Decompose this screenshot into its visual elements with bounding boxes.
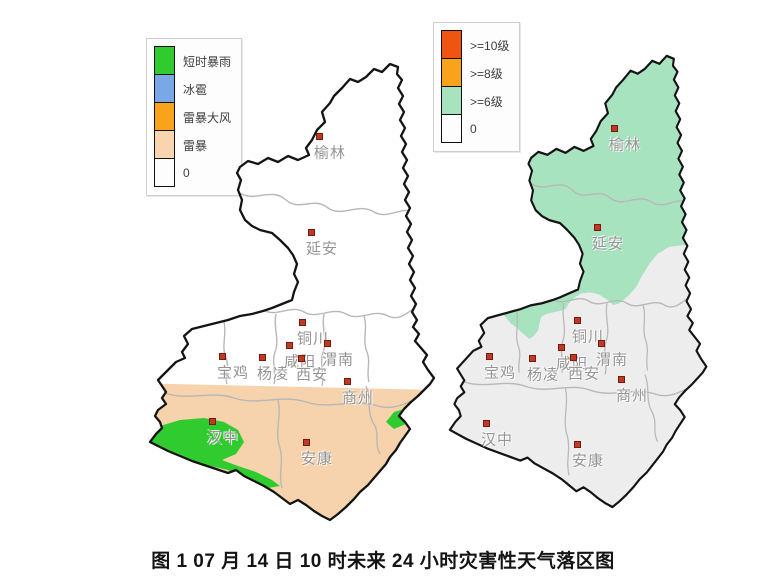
city-marker-icon bbox=[618, 376, 625, 383]
city-marker-icon bbox=[611, 125, 618, 132]
prefecture-borders bbox=[460, 181, 697, 476]
legend-item: >=6级 bbox=[441, 86, 509, 115]
city-marker-icon bbox=[486, 353, 493, 360]
city-marker-icon bbox=[219, 353, 226, 360]
city-marker-icon bbox=[316, 133, 323, 140]
map-wind-levels: 榆林 延安 铜川 渭南 宝鸡 bbox=[430, 44, 710, 514]
legend-item: 雷暴 bbox=[154, 130, 231, 159]
legend-item: 0 bbox=[154, 158, 231, 187]
city-label: 榆林 bbox=[313, 144, 347, 162]
city-label: 渭南 bbox=[595, 351, 629, 369]
province-map-svg bbox=[148, 62, 436, 522]
city-marker-icon bbox=[598, 340, 605, 347]
map-weather-types: 榆林 延安 铜川 渭南 宝鸡 bbox=[128, 52, 438, 527]
city-label: 渭南 bbox=[321, 351, 355, 369]
legend-wind-levels: >=10级 >=8级 >=6级 0 bbox=[433, 22, 521, 152]
city-label: 杨凌 bbox=[526, 366, 560, 384]
province-map-svg bbox=[448, 54, 708, 509]
legend-item-label: 雷暴 bbox=[183, 138, 208, 153]
city-marker-icon bbox=[299, 319, 306, 326]
city-label: 汉中 bbox=[206, 429, 240, 447]
legend-item: >=10级 bbox=[441, 30, 510, 59]
city-marker-icon bbox=[574, 317, 581, 324]
legend-item-label: >=10级 bbox=[470, 38, 510, 53]
city-marker-icon bbox=[574, 441, 581, 448]
city-marker-icon bbox=[344, 378, 351, 385]
legend-item-label: 雷暴大风 bbox=[183, 110, 232, 125]
legend-weather-types: 短时暴雨 冰雹 雷暴大风 雷暴 0 bbox=[146, 38, 243, 196]
city-label: 铜川 bbox=[296, 330, 330, 348]
province-outline bbox=[148, 62, 436, 522]
legend-item-label: >=6级 bbox=[470, 94, 503, 109]
city-marker-icon bbox=[594, 224, 601, 231]
city-label: 咸阳 bbox=[283, 353, 317, 371]
legend-item-label: 冰雹 bbox=[183, 82, 208, 97]
legend-swatch bbox=[441, 114, 462, 143]
province-outline bbox=[448, 54, 708, 509]
city-label: 商州 bbox=[615, 387, 649, 405]
legend-item-label: >=8级 bbox=[470, 66, 503, 81]
city-label: 铜川 bbox=[571, 328, 605, 346]
city-marker-icon bbox=[298, 355, 305, 362]
prefecture-borders bbox=[161, 191, 424, 489]
city-label: 榆林 bbox=[608, 136, 642, 154]
legend-item: 0 bbox=[441, 114, 509, 143]
city-label: 商州 bbox=[341, 389, 375, 407]
legend-item: 冰雹 bbox=[154, 74, 231, 103]
legend-item: 雷暴大风 bbox=[154, 102, 232, 131]
city-label: 西安 bbox=[567, 365, 601, 383]
city-label: 汉中 bbox=[480, 431, 514, 449]
city-marker-icon bbox=[529, 355, 536, 362]
legend-swatch bbox=[154, 158, 175, 187]
legend-item-label: 0 bbox=[183, 166, 190, 180]
city-layer: 榆林 延安 铜川 渭南 宝鸡 bbox=[128, 52, 438, 527]
city-label: 西安 bbox=[295, 366, 329, 384]
figure-caption: 图 1 07 月 14 日 10 时未来 24 小时灾害性天气落区图 bbox=[151, 551, 615, 572]
city-marker-icon bbox=[286, 342, 293, 349]
city-marker-icon bbox=[483, 420, 490, 427]
city-label: 延安 bbox=[305, 240, 339, 258]
city-marker-icon bbox=[570, 354, 577, 361]
city-label: 延安 bbox=[591, 235, 625, 253]
legend-item: 短时暴雨 bbox=[154, 46, 232, 75]
city-label: 宝鸡 bbox=[483, 364, 517, 382]
city-label: 安康 bbox=[571, 452, 605, 470]
city-marker-icon bbox=[303, 439, 310, 446]
city-label: 安康 bbox=[300, 450, 334, 468]
city-layer: 榆林 延安 铜川 渭南 宝鸡 bbox=[430, 44, 710, 514]
city-marker-icon bbox=[308, 229, 315, 236]
legend-item-label: 0 bbox=[470, 122, 477, 136]
city-marker-icon bbox=[259, 354, 266, 361]
legend-item-label: 短时暴雨 bbox=[183, 54, 232, 69]
city-label: 宝鸡 bbox=[216, 364, 250, 382]
city-label: 杨凌 bbox=[256, 365, 290, 383]
region-rainstorm-hanzhong bbox=[150, 418, 280, 488]
city-label: 咸阳 bbox=[555, 355, 589, 373]
city-marker-icon bbox=[209, 418, 216, 425]
city-marker-icon bbox=[324, 340, 331, 347]
city-marker-icon bbox=[558, 344, 565, 351]
